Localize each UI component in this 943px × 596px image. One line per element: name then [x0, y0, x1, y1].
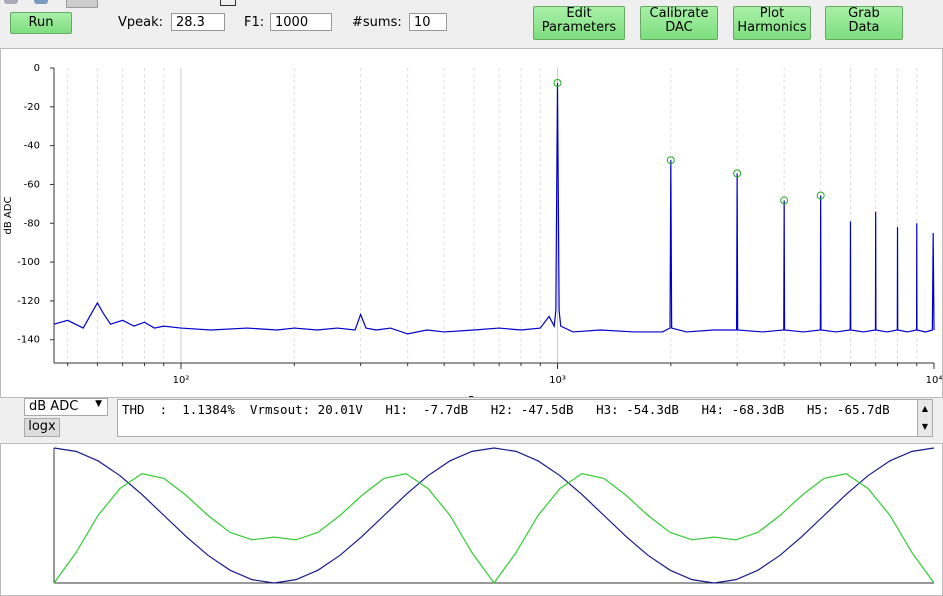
harmonic-marker — [816, 191, 825, 200]
run-button[interactable]: Run — [10, 12, 72, 34]
y-tick-label: -100 — [17, 257, 40, 268]
grab-data-button[interactable]: Grab Data — [825, 6, 903, 40]
logx-button[interactable]: logx — [24, 418, 60, 437]
x-tick-label: 10² — [173, 375, 190, 386]
scale-dropdown[interactable]: dB ADC ▼ — [24, 398, 108, 416]
icon[interactable] — [66, 0, 98, 8]
x-tick-label: 10³ — [549, 375, 566, 386]
harmonic-marker — [553, 78, 562, 87]
edit-parameters-button[interactable]: Edit Parameters — [533, 6, 625, 40]
waveform-panel — [0, 443, 943, 596]
scrollbar[interactable]: ▲ ▼ — [917, 399, 933, 437]
series-line — [53, 447, 935, 584]
y-tick-label: -140 — [17, 335, 40, 346]
field-label: Vpeak: — [118, 15, 164, 30]
series-line — [53, 82, 935, 335]
y-tick-label: -20 — [24, 102, 40, 113]
field-input[interactable]: 10 — [409, 13, 447, 31]
y-tick-label: 0 — [34, 63, 40, 74]
y-axis-label: dB ADC — [3, 197, 14, 235]
dropdown-value: dB ADC — [29, 399, 79, 414]
calibrate-dac-button[interactable]: Calibrate DAC — [640, 6, 718, 40]
y-tick-label: -40 — [24, 141, 40, 152]
harmonic-marker — [780, 196, 789, 205]
x-tick-label: 10⁴ — [926, 375, 942, 386]
harmonic-marker — [666, 156, 675, 165]
icon[interactable] — [34, 0, 48, 4]
harmonic-marker — [733, 169, 742, 178]
field-input[interactable]: 1000 — [270, 13, 332, 31]
series-line — [53, 473, 935, 585]
readout-text: THD : 1.1384% Vrmsout: 20.01V H1: -7.7dB… — [117, 399, 933, 437]
y-tick-label: -80 — [24, 218, 40, 229]
plot-harmonics-button[interactable]: Plot Harmonics — [733, 6, 811, 40]
toolbar-icons — [0, 0, 236, 8]
spectrum-panel: 0 -20 -40 -60 -80 -100 -120 -140 10² 10³ 10⁴ dB ADC… — [0, 48, 943, 398]
icon[interactable] — [4, 0, 18, 4]
field-label: F1: — [244, 15, 265, 30]
icon[interactable] — [220, 0, 236, 6]
field-input[interactable]: 28.3 — [171, 13, 225, 31]
dropdown-arrow: ▼ — [95, 399, 102, 409]
waveform-chart — [53, 447, 935, 585]
y-tick-label: -120 — [17, 296, 40, 307]
field-label: #sums: — [352, 15, 402, 30]
y-tick-label: -60 — [24, 179, 40, 190]
spectrum-chart: 0 -20 -40 -60 -80 -100 -120 -140 10² 10³ 10⁴ dB ADC… — [3, 63, 942, 397]
x-axis-label: Frequency — [468, 395, 520, 397]
